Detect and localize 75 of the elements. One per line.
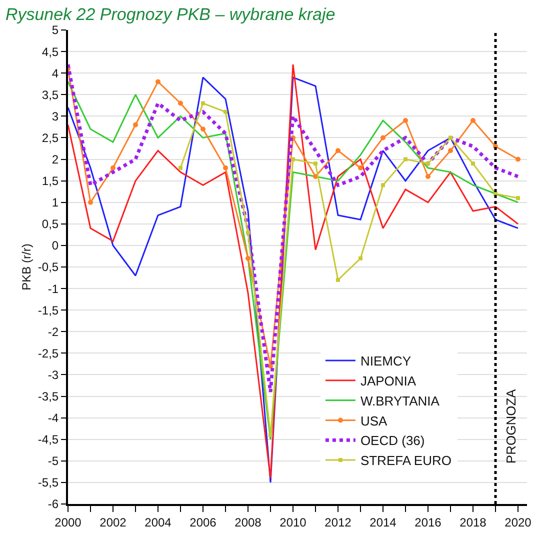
point <box>336 148 340 154</box>
point <box>404 157 408 162</box>
y-tick-label: 1 <box>52 196 59 210</box>
y-tick-label: 0,5 <box>42 217 59 232</box>
point <box>223 165 228 170</box>
point <box>178 100 183 106</box>
point <box>201 101 205 106</box>
x-tick-label: 2012 <box>324 515 352 530</box>
y-tick-label: -2 <box>48 324 59 339</box>
x-tick-label: 2004 <box>144 515 172 530</box>
y-tick-label: -0,5 <box>38 260 59 274</box>
y-axis-title: PKB (r/r) <box>20 244 34 290</box>
point <box>381 183 385 188</box>
y-tick-label: 2,5 <box>42 130 59 145</box>
y-tick-label: 0 <box>52 238 59 253</box>
point <box>471 162 475 166</box>
y-tick-label: -5,5 <box>38 476 59 490</box>
y-tick-label: 1,5 <box>42 174 59 188</box>
legend-label: JAPONIA <box>360 373 416 388</box>
ref-line-label: PROGNOZA <box>503 388 518 464</box>
point <box>448 136 452 140</box>
y-tick-label: -4,5 <box>38 432 59 447</box>
point <box>358 256 362 260</box>
x-tick-label: 2018 <box>460 515 487 530</box>
point <box>426 162 430 166</box>
x-tick-label: 2016 <box>414 515 442 530</box>
y-tick-label: 5 <box>52 23 59 38</box>
point <box>336 278 340 282</box>
point <box>110 165 116 170</box>
point <box>314 162 318 166</box>
point <box>178 166 182 170</box>
point <box>88 200 93 205</box>
x-tick-label: 2008 <box>234 515 262 530</box>
x-tick-label: 2014 <box>370 515 397 530</box>
y-tick-label: -3,5 <box>38 389 59 404</box>
point <box>470 118 476 123</box>
legend-label: USA <box>360 413 388 428</box>
point <box>313 174 318 180</box>
point <box>224 110 228 114</box>
point <box>268 433 272 438</box>
y-tick-label: 3 <box>52 109 59 124</box>
y-tick-label: -1,5 <box>38 303 59 318</box>
y-tick-label: 4,5 <box>42 44 59 59</box>
point <box>516 196 520 200</box>
y-tick-label: 3,5 <box>42 88 59 102</box>
x-tick-label: 2020 <box>504 515 532 530</box>
y-tick-label: 2 <box>52 152 59 166</box>
legend-label: NIEMCY <box>360 354 412 369</box>
point <box>246 230 250 235</box>
point <box>133 122 138 128</box>
point <box>200 126 206 132</box>
y-tick-label: -4 <box>48 411 59 426</box>
legend-label: OECD (36) <box>360 433 425 448</box>
y-tick-label: 4 <box>52 66 59 80</box>
point <box>358 165 363 170</box>
point <box>516 156 520 162</box>
point <box>448 148 453 154</box>
legend-label: STREFA EURO <box>360 453 452 468</box>
y-tick-label: -3 <box>48 368 59 382</box>
y-tick-label: -5 <box>48 454 59 468</box>
y-tick-label: -6 <box>48 497 59 512</box>
point <box>380 135 386 140</box>
chart-title: Rysunek 22 Prognozy PKB – wybrane kraje <box>5 4 336 24</box>
x-tick-label: 2006 <box>190 515 217 530</box>
y-tick-label: -2,5 <box>38 346 59 360</box>
point <box>156 79 160 84</box>
point <box>426 174 430 180</box>
x-tick-label: 2010 <box>280 515 307 530</box>
legend-label: W.BRYTANIA <box>360 393 440 408</box>
point <box>291 157 295 162</box>
point <box>403 118 408 123</box>
x-tick-label: 2002 <box>100 515 127 530</box>
x-tick-label: 2000 <box>54 515 82 530</box>
point <box>246 256 250 261</box>
y-tick-label: -1 <box>48 282 59 296</box>
